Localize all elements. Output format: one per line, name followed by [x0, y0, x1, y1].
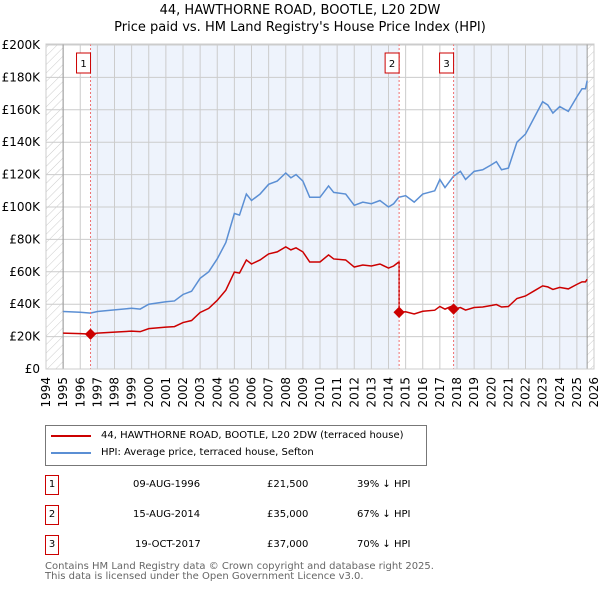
sale-date: 15-AUG-2014 [133, 509, 201, 520]
footer-copyright: Contains HM Land Registry data © Crown c… [45, 561, 434, 572]
y-tick-label: £200K [2, 38, 42, 52]
x-tick-label: 2009 [296, 377, 310, 408]
x-tick-label: 2013 [364, 377, 378, 408]
sale-hpi-diff: 70% ↓ HPI [357, 539, 411, 550]
y-tick-label: £20K [9, 330, 41, 344]
x-tick-label: 1999 [125, 377, 139, 408]
sale-row-1: 1 09-AUG-1996 £21,500 39% ↓ HPI [45, 475, 445, 495]
x-tick-label: 2011 [330, 377, 344, 408]
y-tick-label: £80K [9, 232, 41, 246]
x-tick-label: 2015 [399, 377, 413, 408]
x-tick-label: 1994 [39, 377, 53, 408]
sale-row-2: 2 15-AUG-2014 £35,000 67% ↓ HPI [45, 505, 445, 525]
sale-point [393, 306, 405, 318]
sale-label-box [384, 52, 400, 74]
sale-price: £21,500 [267, 479, 309, 490]
x-tick-label: 1996 [73, 377, 87, 408]
price-chart: 1994 1995 1996 1997 1998 1999 2000 2001 2002 2003… [2, 38, 600, 408]
plot-border [45, 43, 595, 370]
y-tick-label: £120K [2, 168, 42, 182]
x-tick-label: 2016 [416, 377, 430, 408]
sale-point [447, 303, 460, 315]
x-tick-label: 1998 [108, 377, 122, 408]
y-tick-label: £0 [25, 362, 40, 376]
legend: 44, HAWTHORNE ROAD, BOOTLE, L20 2DW (ter… [45, 425, 427, 466]
sale-marker-3: 3 [45, 535, 59, 555]
sale-label-box [76, 52, 92, 74]
sale-hpi-diff: 67% ↓ HPI [357, 509, 411, 520]
footer-licence: This data is licensed under the Open Gov… [45, 571, 364, 582]
sale-price: £37,000 [267, 539, 309, 550]
sale-label: 1 [80, 59, 86, 70]
sale-price: £35,000 [267, 509, 309, 520]
x-tick-label: 2000 [142, 377, 156, 408]
chart-subtitle: Price paid vs. HM Land Registry's House … [114, 20, 486, 35]
x-tick-label: 2020 [484, 377, 498, 408]
x-tick-label: 2001 [159, 377, 173, 408]
x-tick-label: 2017 [433, 377, 447, 408]
sale-row-3: 3 19-OCT-2017 £37,000 70% ↓ HPI [45, 535, 445, 555]
y-tick-label: £100K [2, 200, 42, 214]
y-tick-label: £60K [9, 265, 41, 279]
x-tick-label: 2002 [176, 377, 190, 408]
y-tick-label: £140K [2, 135, 42, 149]
x-tick-label: 2008 [279, 377, 293, 408]
x-tick-label: 2022 [519, 377, 533, 408]
sale-date: 09-AUG-1996 [133, 479, 201, 490]
chart-title: 44, HAWTHORNE ROAD, BOOTLE, L20 2DW [159, 3, 441, 18]
sale-marker-1: 1 [45, 475, 59, 495]
hpi-line [63, 80, 588, 314]
x-tick-label: 1995 [56, 377, 70, 408]
legend-swatch-hpi [51, 451, 91, 454]
x-tick-label: 2026 [587, 377, 600, 408]
property-price-line [63, 245, 588, 335]
sale-hpi-diff: 39% ↓ HPI [357, 479, 411, 490]
x-tick-label: 2023 [536, 377, 550, 408]
sale-date: 19-OCT-2017 [135, 539, 201, 550]
sale-label-box [439, 52, 455, 74]
x-tick-label: 1997 [90, 377, 104, 408]
legend-label-hpi: HPI: Average price, terraced house, Seft… [101, 447, 314, 458]
sale-label: 2 [389, 59, 395, 70]
x-tick-label: 2018 [450, 377, 464, 408]
x-tick-label: 2007 [262, 377, 276, 408]
sale-marker-2: 2 [45, 505, 59, 525]
x-tick-label: 2005 [227, 377, 241, 408]
legend-swatch-property [51, 434, 91, 437]
x-tick-label: 2025 [570, 377, 584, 408]
legend-label-property: 44, HAWTHORNE ROAD, BOOTLE, L20 2DW (ter… [101, 430, 404, 441]
y-tick-label: £180K [2, 70, 42, 84]
x-tick-label: 2019 [467, 377, 481, 408]
x-tick-label: 2012 [347, 377, 361, 408]
x-tick-label: 2021 [501, 377, 515, 408]
y-tick-label: £40K [9, 297, 41, 311]
sale-label: 3 [443, 59, 449, 70]
x-tick-label: 2024 [553, 377, 567, 408]
x-tick-label: 2006 [245, 377, 259, 408]
y-tick-label: £160K [2, 103, 42, 117]
x-tick-label: 2004 [210, 377, 224, 408]
x-tick-label: 2010 [313, 377, 327, 408]
x-tick-label: 2014 [382, 377, 396, 408]
x-tick-label: 2003 [193, 377, 207, 408]
